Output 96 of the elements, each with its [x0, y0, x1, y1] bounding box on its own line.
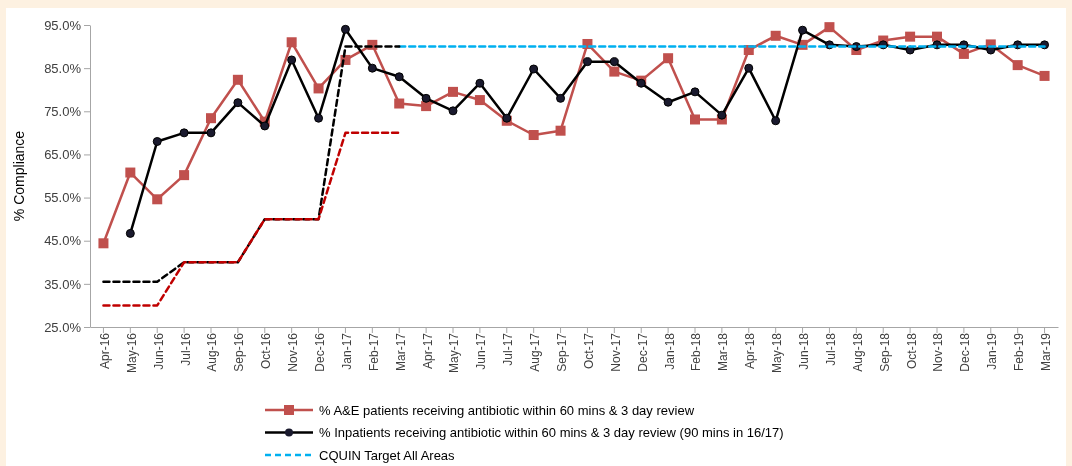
point	[663, 97, 673, 107]
point	[1039, 70, 1050, 81]
point	[905, 31, 916, 42]
x-tick-label: Apr-17	[420, 332, 435, 370]
x-tick-label: Apr-16	[97, 332, 112, 370]
point	[152, 136, 162, 146]
x-tick-label: Jun-18	[796, 332, 811, 370]
x-tick-label: May-16	[124, 332, 139, 374]
point	[367, 63, 377, 73]
point	[556, 93, 566, 103]
x-tick-label: Jul-18	[823, 332, 838, 366]
x-tick-label: May-18	[770, 332, 785, 374]
point	[421, 93, 431, 103]
x-tick-label: Oct-16	[259, 332, 274, 370]
point	[932, 31, 942, 42]
point	[232, 74, 243, 85]
point	[609, 66, 620, 77]
point	[582, 57, 592, 67]
point	[206, 128, 216, 138]
x-tick-label: Jan-18	[662, 332, 677, 370]
x-tick-label: Nov-16	[286, 332, 301, 372]
x-tick-label: Feb-18	[689, 332, 704, 372]
x-tick-label: Aug-16	[205, 332, 220, 372]
x-tick-label: Mar-19	[1038, 332, 1053, 372]
point	[206, 113, 216, 124]
point	[474, 95, 485, 106]
point	[690, 87, 700, 97]
point	[179, 128, 189, 138]
x-tick-label: Dec-17	[635, 332, 650, 372]
point	[1012, 60, 1023, 71]
point	[314, 113, 324, 123]
y-tick-label: 55.0%	[44, 190, 82, 206]
point	[394, 72, 404, 82]
point	[287, 55, 297, 65]
x-tick-label: Aug-18	[850, 332, 865, 372]
y-tick-label: 95.0%	[44, 17, 82, 33]
x-tick-label: Mar-17	[393, 332, 408, 372]
x-tick-label: Jun-17	[474, 332, 489, 370]
point	[663, 53, 674, 64]
point	[475, 78, 485, 88]
x-tick-label: Jul-17	[501, 332, 516, 366]
point	[717, 110, 727, 120]
x-tick-label: Oct-18	[904, 332, 919, 370]
point	[770, 30, 781, 41]
x-tick-label: Mar-18	[716, 332, 731, 372]
x-tick-label: May-17	[447, 332, 462, 374]
x-tick-label: Jul-16	[178, 332, 193, 366]
point	[529, 64, 539, 74]
point	[313, 83, 324, 94]
x-tick-label: Dec-16	[312, 332, 327, 372]
point	[528, 130, 539, 141]
x-tick-label: Feb-19	[1012, 332, 1027, 372]
point	[824, 22, 835, 33]
point	[555, 125, 566, 136]
point	[179, 170, 190, 181]
x-tick-label: Sep-18	[877, 332, 892, 372]
point	[340, 24, 350, 34]
y-tick-label: 45.0%	[44, 233, 82, 249]
y-tick-label: 25.0%	[44, 319, 82, 335]
x-tick-label: Nov-17	[608, 332, 623, 372]
x-tick-label: Jan-19	[985, 332, 1000, 370]
x-tick-label: Nov-18	[931, 332, 946, 372]
x-tick-label: Sep-17	[554, 332, 569, 372]
y-axis-title: % Compliance	[11, 130, 27, 222]
point	[286, 37, 297, 48]
point	[260, 121, 270, 131]
x-tick-label: Jan-17	[339, 332, 354, 370]
point	[448, 86, 458, 97]
y-tick-label: 75.0%	[44, 103, 82, 119]
point	[125, 167, 136, 178]
point	[609, 57, 619, 67]
point	[958, 48, 969, 59]
point	[448, 106, 458, 116]
legend-label: CQUIN Target All Areas	[319, 447, 456, 463]
point	[152, 194, 163, 205]
point	[125, 228, 135, 238]
point	[771, 116, 781, 126]
x-tick-label: Apr-18	[743, 332, 758, 370]
legend-label: % A&E patients receiving antibiotic within 60 mins & 3 day review	[319, 402, 695, 418]
y-tick-label: 85.0%	[44, 60, 82, 76]
point	[690, 114, 700, 125]
line-series	[102, 131, 401, 307]
point	[394, 98, 405, 109]
x-tick-label: Sep-16	[232, 332, 247, 372]
y-tick-label: 65.0%	[44, 147, 82, 163]
x-tick-label: Dec-18	[958, 332, 973, 372]
y-tick-label: 35.0%	[44, 276, 82, 292]
point	[233, 98, 243, 108]
legend-label: % Inpatients receiving antibiotic within 60 mins & 3 day review (90 mins in 16/17)	[319, 425, 784, 441]
point	[98, 238, 109, 249]
x-tick-label: Jun-16	[151, 332, 166, 370]
point	[798, 25, 808, 35]
point	[744, 63, 754, 73]
x-tick-label: Aug-17	[528, 332, 543, 372]
x-tick-label: Oct-17	[581, 332, 596, 370]
x-tick-label: Feb-17	[366, 332, 381, 372]
